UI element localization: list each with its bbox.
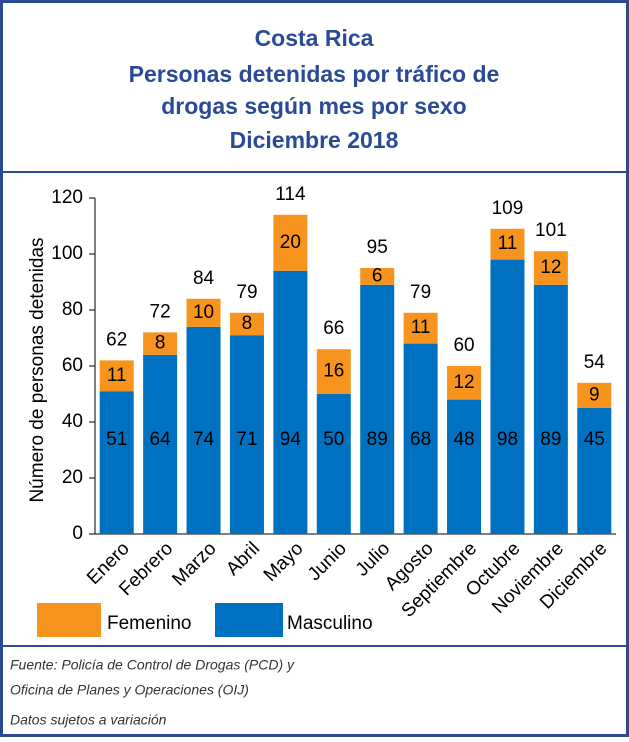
bar-segment — [490, 228, 525, 260]
bar-segment — [229, 312, 264, 336]
source-note: Datos sujetos a variación — [10, 712, 167, 728]
total-label: 101 — [535, 220, 567, 241]
y-tick-label: 100 — [51, 243, 83, 264]
total-label: 84 — [193, 268, 215, 289]
y-tick-label: 0 — [72, 523, 83, 544]
total-label: 109 — [492, 198, 524, 219]
legend-label: Masculino — [287, 613, 373, 634]
bar-segment — [447, 399, 482, 534]
total-label: 60 — [453, 335, 474, 356]
data-label: 11 — [107, 365, 127, 386]
data-label: 45 — [584, 429, 605, 450]
bar-segment — [447, 366, 482, 400]
data-label: 98 — [497, 429, 518, 450]
chart-title: Costa Rica — [255, 25, 374, 51]
source-note: Oficina de Planes y Operaciones (OIJ) — [10, 682, 249, 698]
data-label: 50 — [323, 429, 344, 450]
bar-segment — [316, 394, 351, 534]
data-label: 12 — [453, 372, 474, 393]
total-label: 62 — [106, 329, 127, 350]
bar-segment — [273, 214, 308, 271]
bar-segment — [533, 251, 568, 285]
total-label: 54 — [584, 352, 606, 373]
data-label: 74 — [193, 429, 215, 450]
chart-title: Diciembre 2018 — [230, 127, 399, 153]
bar-segment — [577, 408, 612, 534]
bar-segment — [490, 259, 525, 534]
y-tick-label: 20 — [62, 467, 83, 488]
data-label: 71 — [236, 429, 257, 450]
bar-segment — [99, 391, 134, 534]
data-label: 9 — [589, 384, 600, 405]
y-tick-label: 80 — [62, 299, 83, 320]
chart-title: drogas según mes por sexo — [161, 93, 466, 119]
data-label: 11 — [498, 233, 518, 254]
legend-label: Femenino — [107, 613, 192, 634]
bar-segment — [403, 312, 438, 344]
data-label: 6 — [372, 265, 383, 286]
data-label: 89 — [540, 429, 561, 450]
data-label: 20 — [280, 232, 301, 253]
bar-segment — [273, 270, 308, 534]
data-label: 48 — [453, 429, 474, 450]
bar-segment — [143, 354, 178, 534]
chart-title: Personas detenidas por tráfico de — [129, 61, 500, 87]
total-label: 66 — [323, 318, 344, 339]
y-tick-label: 40 — [62, 411, 83, 432]
data-label: 89 — [367, 429, 388, 450]
legend-swatch — [215, 603, 283, 637]
data-label: 8 — [242, 313, 253, 334]
data-label: 68 — [410, 429, 431, 450]
y-tick-label: 120 — [51, 187, 83, 208]
total-label: 114 — [275, 184, 306, 205]
bar-segment — [403, 343, 438, 534]
data-label: 11 — [411, 317, 431, 338]
bar-segment — [229, 335, 264, 534]
total-label: 72 — [150, 301, 171, 322]
total-label: 95 — [367, 237, 388, 258]
data-label: 8 — [155, 333, 166, 354]
source-note: Fuente: Policía de Control de Drogas (PC… — [10, 657, 295, 673]
data-label: 51 — [106, 429, 127, 450]
bar-segment — [316, 349, 351, 394]
total-label: 79 — [410, 282, 431, 303]
bar-segment — [360, 284, 395, 534]
data-label: 94 — [280, 429, 302, 450]
bar-segment — [577, 382, 612, 408]
data-label: 10 — [193, 302, 214, 323]
bar-segment — [143, 332, 178, 355]
bar-segment — [360, 268, 395, 285]
bar-segment — [186, 298, 221, 327]
y-tick-label: 60 — [62, 355, 83, 376]
legend-swatch — [37, 603, 101, 637]
y-axis-label: Número de personas detenidas — [27, 237, 48, 502]
data-label: 16 — [323, 361, 344, 382]
bar-segment — [533, 284, 568, 534]
data-label: 12 — [540, 257, 561, 278]
total-label: 79 — [236, 282, 257, 303]
bar-segment — [186, 326, 221, 534]
data-label: 64 — [150, 429, 172, 450]
bar-segment — [99, 360, 134, 392]
